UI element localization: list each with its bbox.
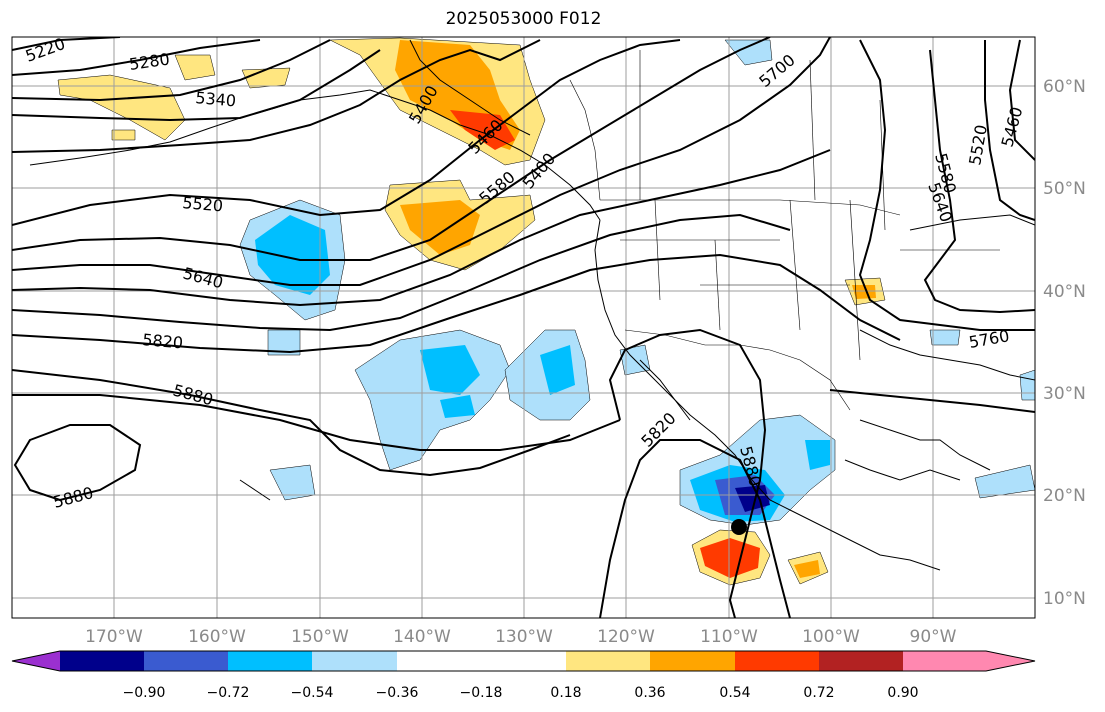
colorbar-tick: 0.18	[550, 685, 581, 701]
lon-tick: 120°W	[597, 627, 655, 647]
lon-tick: 90°W	[910, 627, 957, 647]
colorbar-tick: 0.54	[719, 685, 750, 701]
lat-tick: 20°N	[1043, 486, 1086, 506]
colorbar-tick: −0.54	[291, 685, 334, 701]
contour-label: 5520	[182, 193, 224, 215]
lat-tick: 50°N	[1043, 179, 1086, 199]
map-border	[11, 36, 1036, 619]
lat-tick-labels: 60°N 50°N 40°N 30°N 20°N 10°N	[1043, 77, 1086, 609]
colorbar-segment	[312, 651, 397, 671]
lat-tick: 40°N	[1043, 282, 1086, 302]
lat-tick: 30°N	[1043, 384, 1086, 404]
colorbar-segment	[650, 651, 735, 671]
lon-tick-labels: 170°W 160°W 150°W 140°W 130°W 120°W 110°…	[85, 627, 957, 647]
colorbar-segment	[228, 651, 312, 671]
colorbar-tick-labels: −0.90 −0.72 −0.54 −0.36 −0.18 0.18 0.36 …	[123, 685, 919, 701]
colorbar-tick: 0.72	[803, 685, 834, 701]
colorbar-segment	[819, 651, 903, 671]
lon-tick: 170°W	[85, 627, 143, 647]
lon-tick: 100°W	[802, 627, 860, 647]
colorbar-segment	[397, 651, 481, 671]
colorbar-segment	[144, 651, 228, 671]
colorbar	[11, 650, 1036, 672]
lon-tick: 160°W	[188, 627, 246, 647]
colorbar-segment	[481, 651, 566, 671]
colorbar-segment	[566, 651, 650, 671]
colorbar-outline	[11, 650, 1036, 672]
political-borders	[569, 50, 1000, 411]
colorbar-segment	[60, 651, 144, 671]
lon-tick: 110°W	[700, 627, 758, 647]
map-title: 2025053000 F012	[445, 9, 602, 29]
anomaly-fill-layer	[57, 37, 1035, 586]
lat-tick: 60°N	[1043, 77, 1086, 97]
colorbar-tick: −0.36	[376, 685, 419, 701]
colorbar-segment	[12, 651, 60, 671]
height-contours	[12, 37, 1035, 618]
colorbar-tick: 0.90	[887, 685, 918, 701]
lon-tick: 130°W	[495, 627, 553, 647]
colorbar-tick: −0.90	[123, 685, 166, 701]
lon-tick: 140°W	[393, 627, 451, 647]
colorbar-tick: −0.18	[460, 685, 503, 701]
colorbar-tick: −0.72	[207, 685, 250, 701]
colorbar-segment	[903, 651, 1035, 671]
contour-label: 5340	[195, 88, 237, 110]
contour-label: 5820	[142, 330, 184, 352]
lat-tick: 10°N	[1043, 589, 1086, 609]
lon-tick: 150°W	[291, 627, 349, 647]
colorbar-tick: 0.36	[634, 685, 665, 701]
colorbar-segment	[735, 651, 819, 671]
storm-center-marker	[731, 519, 747, 535]
